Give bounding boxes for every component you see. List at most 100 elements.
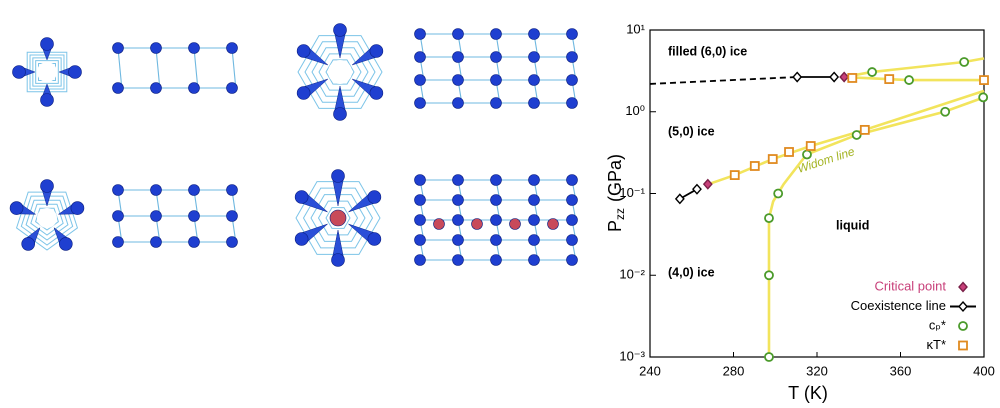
atom — [40, 37, 54, 51]
atom — [490, 214, 502, 226]
atom — [528, 174, 540, 186]
y-tick-label: 10⁻³ — [619, 348, 645, 363]
annotation: filled (6,0) ice — [668, 44, 747, 58]
atom — [188, 184, 200, 196]
atom — [296, 44, 311, 58]
atom — [68, 65, 82, 79]
atom — [188, 210, 200, 222]
y-tick-label: 10⁻² — [619, 267, 645, 282]
pore — [37, 208, 57, 228]
atom — [433, 218, 445, 230]
atom — [566, 74, 578, 86]
atom — [528, 214, 540, 226]
atom — [188, 236, 200, 248]
atom — [566, 97, 578, 109]
atom — [333, 107, 347, 121]
square-marker — [847, 73, 858, 83]
square-marker — [767, 154, 778, 164]
square-marker — [729, 170, 740, 180]
atom — [566, 194, 578, 206]
atom — [226, 236, 238, 248]
atom — [150, 236, 162, 248]
x-tick-label: 320 — [806, 363, 828, 378]
atom — [528, 28, 540, 40]
diamond-marker — [702, 178, 713, 190]
atom — [471, 218, 483, 230]
bond — [117, 47, 123, 89]
atom — [9, 201, 24, 215]
atom — [369, 44, 384, 58]
atom — [112, 236, 124, 248]
x-tick-label: 240 — [639, 363, 661, 378]
ring — [317, 200, 359, 236]
atom — [150, 42, 162, 54]
circle-marker — [904, 75, 914, 85]
y-axis-label-subscript: zz — [613, 208, 627, 220]
atom — [150, 210, 162, 222]
atom — [566, 28, 578, 40]
x-tick-label: 280 — [723, 363, 745, 378]
legend-label: κT* — [927, 337, 947, 352]
atom — [329, 209, 347, 227]
ring — [32, 57, 62, 87]
ring — [26, 51, 68, 93]
atom — [528, 51, 540, 63]
circle-marker — [851, 130, 862, 140]
x-tick-label: 360 — [890, 363, 912, 378]
atom — [150, 82, 162, 94]
square-marker — [979, 75, 989, 85]
series-line — [708, 89, 985, 186]
ring — [325, 207, 351, 229]
atom — [414, 51, 426, 63]
square-marker — [884, 74, 895, 84]
series-line — [649, 76, 798, 85]
pore — [37, 62, 57, 82]
ring — [29, 54, 65, 90]
atom — [188, 82, 200, 94]
atom — [70, 201, 85, 215]
atom — [333, 23, 347, 37]
legend-label: Critical point — [874, 278, 946, 293]
atom — [331, 169, 345, 183]
atom — [112, 42, 124, 54]
atom — [414, 74, 426, 86]
atom — [566, 51, 578, 63]
atom — [414, 214, 426, 226]
atom — [21, 237, 35, 251]
atom — [112, 82, 124, 94]
diamond-marker — [829, 71, 840, 83]
atom — [566, 174, 578, 186]
circle-marker — [764, 352, 774, 362]
x-tick-label: 400 — [973, 363, 995, 378]
atom — [414, 174, 426, 186]
ring — [311, 47, 369, 97]
atom — [150, 184, 162, 196]
atom — [414, 254, 426, 266]
diamond-marker — [792, 71, 803, 83]
atom — [490, 97, 502, 109]
annotation: (4,0) ice — [668, 265, 715, 279]
atom — [490, 194, 502, 206]
atom — [294, 232, 309, 246]
annotation: (5,0) ice — [668, 124, 715, 138]
atom — [452, 174, 464, 186]
atom — [452, 254, 464, 266]
atom — [490, 254, 502, 266]
y-tick-label: 10¹ — [626, 21, 645, 36]
atom — [414, 234, 426, 246]
atom — [414, 194, 426, 206]
atom — [566, 254, 578, 266]
atom — [414, 28, 426, 40]
atom — [226, 210, 238, 222]
square-marker — [859, 124, 870, 135]
series-line — [844, 75, 984, 82]
atom — [566, 214, 578, 226]
atom — [331, 253, 345, 267]
annotation: liquid — [836, 218, 869, 232]
bond — [193, 47, 199, 89]
atom — [452, 51, 464, 63]
square-marker — [805, 141, 816, 151]
atom — [490, 51, 502, 63]
atom — [59, 237, 73, 251]
atom — [112, 210, 124, 222]
